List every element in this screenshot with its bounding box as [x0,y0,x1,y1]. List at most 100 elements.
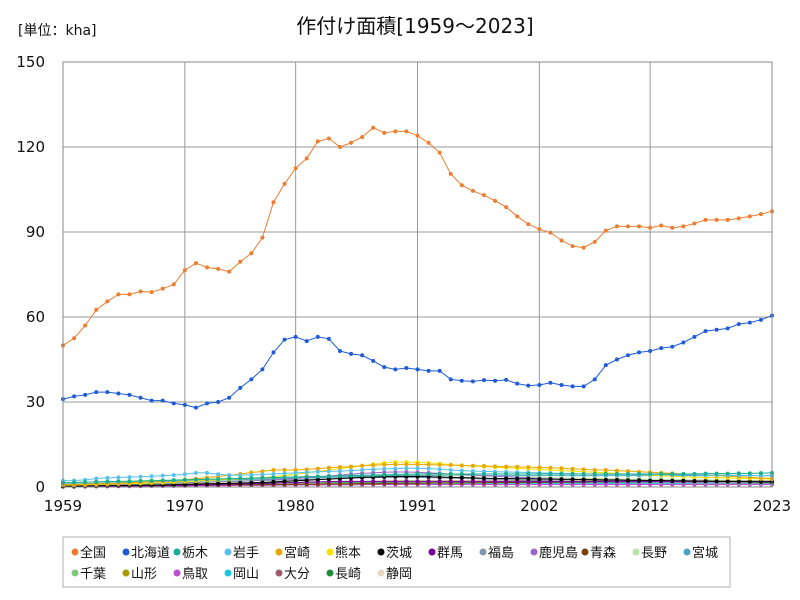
data-point [94,476,99,481]
series-group [61,125,774,489]
data-point [659,346,664,351]
data-point [337,469,342,474]
data-point [271,475,276,480]
data-point [149,478,154,483]
data-point [127,475,132,480]
data-point [149,474,154,479]
data-point [758,212,763,217]
data-point [537,227,542,232]
data-point [481,378,486,383]
legend-marker [326,569,334,577]
data-point [349,464,354,469]
data-point [238,473,243,478]
series-1 [61,313,774,410]
data-point [437,150,442,155]
legend-marker [173,548,181,556]
data-point [238,476,243,481]
data-point [216,400,221,404]
data-point [625,478,630,483]
data-point [360,479,365,484]
data-point [526,383,531,388]
series-2 [61,470,774,485]
data-point [670,225,675,230]
data-point [714,327,719,332]
data-point [138,289,143,294]
legend-label: 岩手 [233,546,259,561]
data-point [393,462,398,467]
data-point [681,471,686,476]
legend-marker [377,548,385,556]
data-point [83,323,88,328]
data-point [160,286,165,291]
data-point [758,317,763,322]
data-point [415,471,420,476]
data-point [260,367,265,372]
data-point [504,476,509,481]
data-point [282,471,287,476]
data-point [504,377,509,382]
data-point [105,475,110,480]
data-point [337,479,342,484]
data-point [304,339,309,344]
data-point [526,476,531,481]
data-point [371,125,376,130]
legend-label: 熊本 [335,545,361,561]
data-point [459,463,464,468]
data-point [138,474,143,479]
data-point [515,471,520,476]
legend-label: 長野 [641,546,667,561]
data-point [371,467,376,472]
data-point [371,473,376,478]
data-point [437,467,442,472]
data-point [271,479,276,484]
data-point [725,217,730,222]
legend-box [62,536,731,588]
data-point [625,353,630,358]
legend-marker [122,569,130,577]
data-point [360,135,365,140]
data-point [426,466,431,471]
data-point [692,479,697,484]
data-point [559,383,564,387]
legend-label: 全国 [80,545,106,561]
data-point [315,477,320,482]
data-point [282,475,287,480]
data-point [426,471,431,476]
data-point [349,468,354,473]
data-point [747,479,752,484]
data-point [637,471,642,476]
data-point [72,480,77,485]
legend-label: 北海道 [131,546,170,561]
data-point [581,471,586,476]
data-point [603,468,608,472]
data-point [249,476,254,481]
data-point [238,385,243,390]
legend-marker [275,569,283,577]
data-point [448,171,453,176]
data-point [282,181,287,186]
data-point [592,377,597,382]
data-point [703,217,708,222]
data-point [603,471,608,476]
data-point [404,466,409,471]
data-point [659,471,664,476]
data-point [382,365,387,370]
x-tick-label: 1970 [166,497,204,515]
data-point [205,481,210,486]
data-point [249,472,254,477]
data-point [537,465,542,470]
data-point [459,378,464,383]
data-point [149,398,154,403]
data-point [570,384,575,389]
data-point [149,290,154,295]
data-point [160,478,165,483]
data-point [83,480,88,485]
data-point [337,145,342,149]
data-point [238,259,243,264]
data-point [548,471,553,476]
data-point [293,475,298,480]
data-point [459,183,464,188]
data-point [404,462,409,467]
data-point [282,468,287,472]
